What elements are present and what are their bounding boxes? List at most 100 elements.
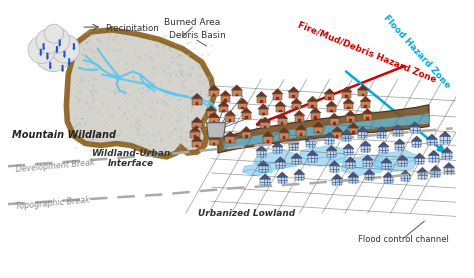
Polygon shape [272,89,283,94]
Polygon shape [329,161,340,166]
Polygon shape [206,106,217,111]
Polygon shape [263,131,273,136]
FancyArrow shape [61,65,64,73]
Bar [346,116,355,122]
Bar [410,127,419,133]
Polygon shape [362,155,373,160]
Bar [261,122,270,128]
Bar [333,122,336,125]
Bar [348,177,358,183]
Polygon shape [291,98,302,103]
Polygon shape [279,127,290,133]
Bar [213,143,215,145]
Polygon shape [348,172,359,177]
Polygon shape [256,145,267,151]
Bar [401,175,410,182]
Polygon shape [324,132,335,137]
Bar [295,107,298,110]
Polygon shape [218,105,429,153]
Bar [310,113,320,119]
Bar [277,118,287,125]
Bar [276,97,279,100]
Bar [429,155,438,162]
Polygon shape [225,131,236,136]
Bar [361,146,370,152]
Bar [222,110,225,112]
Polygon shape [383,172,394,177]
Bar [395,144,404,150]
Polygon shape [66,30,214,157]
Polygon shape [341,129,352,135]
Polygon shape [326,101,337,106]
FancyArrow shape [39,49,43,56]
Polygon shape [288,87,299,92]
Bar [311,105,314,108]
Circle shape [44,28,70,53]
Bar [317,131,319,133]
Bar [210,118,219,124]
Polygon shape [206,123,217,128]
Polygon shape [209,134,219,139]
Bar [281,122,283,125]
Text: Debris Basin: Debris Basin [169,31,226,40]
Bar [342,135,351,141]
Polygon shape [258,161,269,166]
Polygon shape [374,150,419,172]
Bar [418,172,427,178]
Bar [298,119,301,122]
Bar [344,149,353,155]
Bar [329,118,339,125]
Polygon shape [392,125,403,130]
Text: Fire/Mud/Debris Hazard Zone: Fire/Mud/Debris Hazard Zone [296,20,438,84]
Polygon shape [209,85,219,90]
Bar [314,116,317,119]
Bar [347,107,350,110]
Bar [332,132,342,138]
Polygon shape [224,113,429,149]
Polygon shape [277,172,288,177]
Polygon shape [357,126,368,132]
FancyArrow shape [49,62,52,70]
Bar [238,103,247,110]
Bar [329,166,339,172]
Bar [210,90,219,96]
Bar [427,139,437,145]
Polygon shape [296,125,307,130]
Polygon shape [376,126,387,132]
Bar [328,97,331,100]
Bar [273,147,282,153]
Polygon shape [378,142,389,147]
Bar [259,109,268,115]
Bar [442,153,452,159]
Bar [264,126,266,128]
FancyArrow shape [42,43,46,51]
Bar [393,130,402,136]
Polygon shape [345,157,356,162]
Polygon shape [341,155,386,176]
Polygon shape [326,145,337,151]
Polygon shape [410,122,420,127]
Polygon shape [277,113,288,118]
Bar [242,113,251,119]
Polygon shape [381,158,392,163]
Polygon shape [324,89,335,94]
Bar [398,160,407,166]
Polygon shape [417,167,428,172]
Bar [296,130,306,136]
Polygon shape [237,98,248,103]
Polygon shape [220,91,231,96]
Bar [210,131,212,134]
Bar [277,177,287,183]
Polygon shape [341,87,352,92]
Bar [210,139,219,145]
Bar [366,117,369,120]
Bar [379,147,388,153]
Text: Wildland-Urban
Interface: Wildland-Urban Interface [91,149,170,168]
Polygon shape [260,174,271,179]
Bar [292,158,301,164]
Bar [365,105,367,108]
Bar [306,141,315,147]
FancyArrow shape [58,39,61,47]
Bar [349,119,352,122]
Bar [363,160,372,166]
